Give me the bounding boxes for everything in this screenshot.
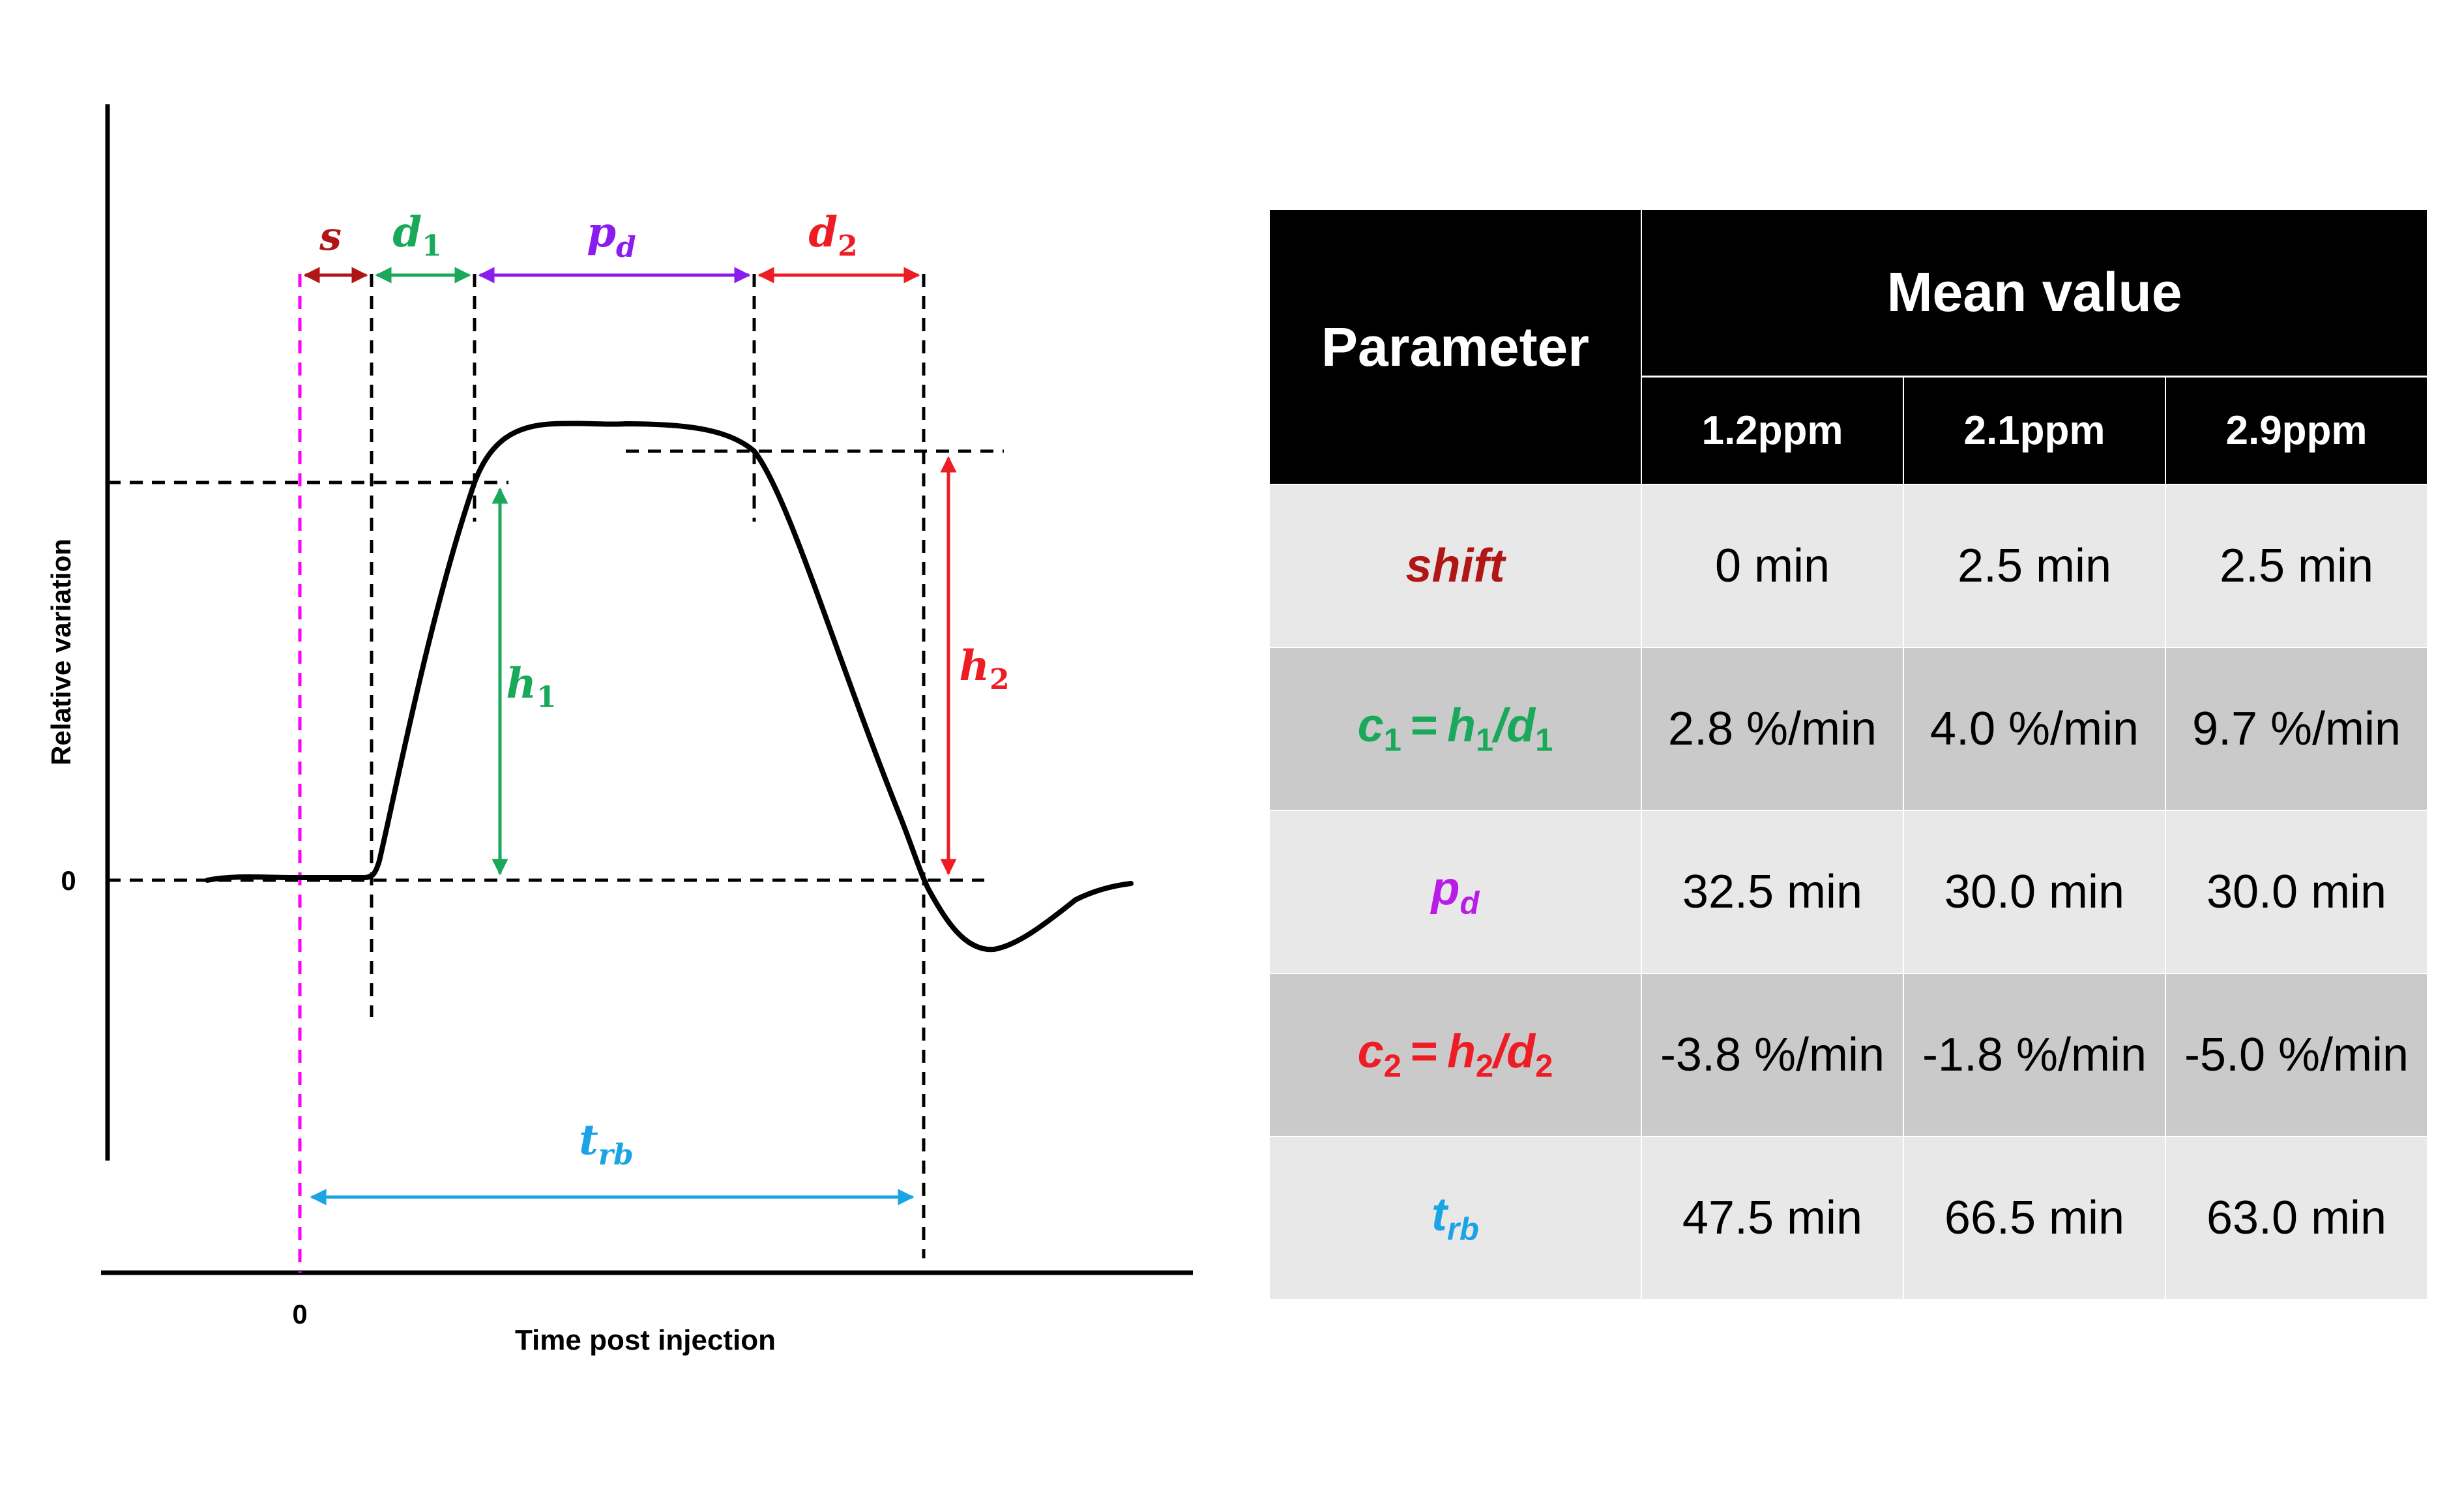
pd-label: pd: [587, 208, 636, 264]
y-zero-label: 0: [61, 865, 76, 896]
value-cell: 2.5 min: [2165, 484, 2429, 648]
param-trb: trb: [1270, 1136, 1642, 1300]
d1-label: d1: [392, 208, 441, 263]
value-cell: 9.7 %/min: [2165, 647, 2429, 811]
value-cell: 2.8 %/min: [1641, 647, 1904, 811]
h2-label: h2: [959, 642, 1009, 696]
value-cell: 4.0 %/min: [1903, 647, 2166, 811]
table-row: c1 = h1/d1 2.8 %/min 4.0 %/min 9.7 %/min: [1270, 647, 2429, 811]
x-zero-label: 0: [292, 1299, 307, 1329]
param-shift: shift: [1270, 484, 1642, 648]
value-cell: 47.5 min: [1641, 1136, 1904, 1300]
s-label: s: [319, 214, 342, 259]
trb-label: trb: [579, 1116, 634, 1172]
header-mean-value: Mean value: [1641, 210, 2429, 378]
value-cell: 30.0 min: [2165, 810, 2429, 974]
header-col-2: 2.1ppm: [1903, 375, 2166, 485]
value-cell: 2.5 min: [1903, 484, 2166, 648]
table-row: pd 32.5 min 30.0 min 30.0 min: [1270, 810, 2429, 974]
value-cell: 66.5 min: [1903, 1136, 2166, 1300]
param-c2: c2 = h2/d2: [1270, 973, 1642, 1137]
parameter-table: Parameter Mean value 1.2ppm 2.1ppm 2.9pp…: [1270, 210, 2429, 1300]
param-pd: pd: [1270, 810, 1642, 974]
value-cell: -1.8 %/min: [1903, 973, 2166, 1137]
value-cell: 30.0 min: [1903, 810, 2166, 974]
value-cell: -3.8 %/min: [1641, 973, 1904, 1137]
value-cell: 32.5 min: [1641, 810, 1904, 974]
value-cell: 0 min: [1641, 484, 1904, 648]
signal-curve: [205, 421, 1134, 953]
header-col-3: 2.9ppm: [2165, 375, 2429, 485]
table-row: trb 47.5 min 66.5 min 63.0 min: [1270, 1136, 2429, 1300]
h1-label: h1: [506, 659, 556, 714]
table-row: shift 0 min 2.5 min 2.5 min: [1270, 484, 2429, 648]
d2-label: d2: [808, 208, 857, 263]
table-row: c2 = h2/d2 -3.8 %/min -1.8 %/min -5.0 %/mi…: [1270, 973, 2429, 1137]
value-cell: 63.0 min: [2165, 1136, 2429, 1300]
header-col-1: 1.2ppm: [1641, 375, 1904, 485]
value-cell: -5.0 %/min: [2165, 973, 2429, 1137]
y-axis-label: Relative variation: [46, 539, 76, 765]
x-axis-label: Time post injection: [515, 1324, 776, 1356]
timing-diagram: s d1 pd d2 h1 h2 trb Relative variation …: [46, 104, 1193, 1356]
header-parameter: Parameter: [1270, 210, 1642, 485]
param-c1: c1 = h1/d1: [1270, 647, 1642, 811]
